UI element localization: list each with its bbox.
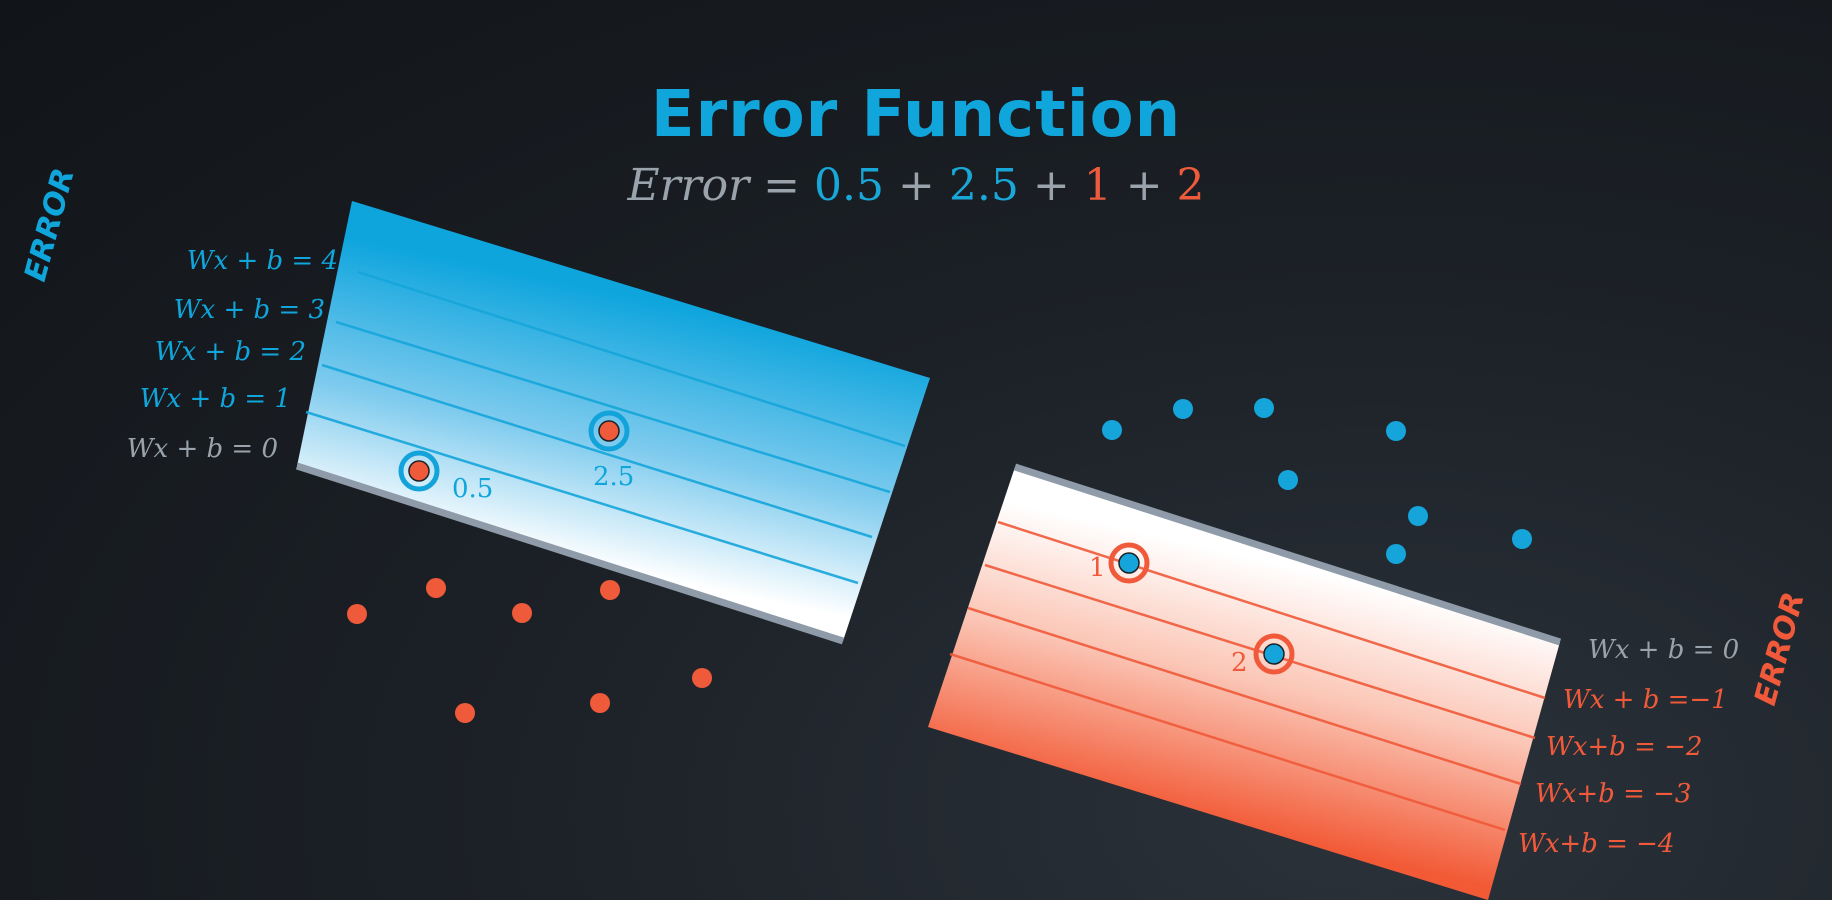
- misclassified-red-point: [408, 460, 430, 482]
- red-boundary-line: [1013, 463, 1562, 646]
- equation-term: 0.5: [814, 160, 885, 211]
- blue-point: [1173, 399, 1193, 419]
- red-line-label: Wx + b = 0: [1588, 635, 1740, 665]
- red-point: [692, 668, 712, 688]
- error-equation: Error = 0.5 + 2.5 + 1 + 2: [0, 160, 1832, 211]
- red-line-label: Wx+b = −2: [1546, 732, 1703, 762]
- red-level-line: [984, 563, 1536, 740]
- equation-equals: =: [763, 160, 801, 211]
- blue-point: [1102, 420, 1122, 440]
- page-title: Error Function: [650, 78, 1182, 152]
- equation-term: 1: [1083, 160, 1112, 211]
- red-point: [426, 578, 446, 598]
- equation-operator: +: [1111, 160, 1177, 211]
- blue-line-label: Wx + b = 4: [186, 246, 338, 276]
- red-point: [455, 703, 475, 723]
- blue-level-line: [357, 270, 906, 448]
- blue-line-label: Wx + b = 0: [126, 434, 278, 464]
- red-line-label: Wx + b =−1: [1563, 685, 1728, 715]
- red-line-label: Wx+b = −3: [1535, 779, 1692, 809]
- misclassified-ring: [588, 410, 630, 452]
- blue-boundary-line: [295, 462, 845, 645]
- equation-lhs: Error: [627, 160, 750, 211]
- red-level-line: [967, 606, 1522, 786]
- blue-level-line: [335, 320, 891, 494]
- blue-line-label: Wx + b = 1: [139, 384, 291, 414]
- red-point: [590, 693, 610, 713]
- equation-operator: +: [884, 160, 949, 211]
- red-point: [347, 604, 367, 624]
- misclassified-blue-point: [1118, 552, 1140, 574]
- blue-line-label: Wx + b = 2: [154, 337, 306, 367]
- point-error-value: 2: [1231, 648, 1248, 678]
- misclassified-ring: [1108, 542, 1150, 584]
- blue-error-region: [297, 201, 930, 641]
- equation-operator: +: [1018, 160, 1084, 211]
- red-point: [600, 580, 620, 600]
- red-level-line: [997, 520, 1546, 700]
- blue-point: [1512, 529, 1532, 549]
- red-line-label: Wx+b = −4: [1518, 829, 1675, 859]
- equation-term: 2.5: [948, 160, 1019, 211]
- blue-point: [1386, 544, 1406, 564]
- misclassified-ring: [1253, 633, 1295, 675]
- misclassified-blue-point: [1263, 643, 1285, 665]
- point-error-value: 0.5: [452, 474, 494, 504]
- blue-level-line: [305, 410, 859, 585]
- blue-level-line: [321, 363, 873, 539]
- blue-point: [1254, 398, 1274, 418]
- red-error-region: [928, 467, 1560, 900]
- red-point: [512, 603, 532, 623]
- blue-point: [1386, 421, 1406, 441]
- equation-terms: 0.5 + 2.5 + 1 + 2: [814, 160, 1205, 211]
- misclassified-red-point: [598, 420, 620, 442]
- blue-point: [1408, 506, 1428, 526]
- point-error-value: 1: [1089, 553, 1106, 583]
- equation-term: 2: [1176, 160, 1205, 211]
- blue-point: [1278, 470, 1298, 490]
- point-error-value: 2.5: [593, 462, 635, 492]
- red-level-line: [949, 652, 1506, 832]
- blue-line-label: Wx + b = 3: [173, 295, 325, 325]
- misclassified-ring: [398, 450, 440, 492]
